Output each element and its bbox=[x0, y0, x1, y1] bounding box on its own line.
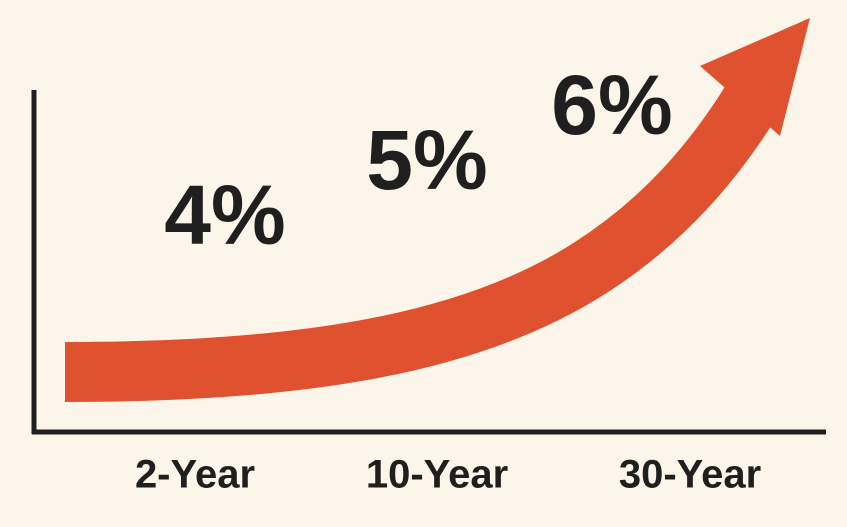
value-label: 6% bbox=[551, 58, 672, 152]
trend-arrow bbox=[64, 84, 778, 402]
x-tick-label: 30-Year bbox=[619, 453, 761, 497]
value-label: 5% bbox=[366, 113, 487, 207]
value-label: 4% bbox=[164, 168, 285, 262]
x-tick-label: 2-Year bbox=[135, 453, 255, 497]
arrow-head bbox=[700, 18, 810, 136]
x-tick-label: 10-Year bbox=[366, 453, 508, 497]
